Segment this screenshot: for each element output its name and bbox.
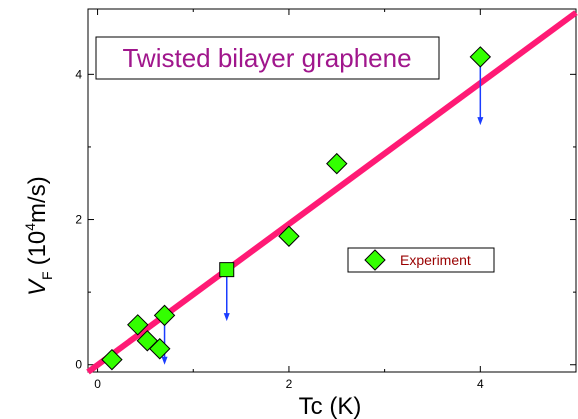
arrow-head	[161, 356, 168, 365]
data-point	[101, 348, 123, 371]
data-point	[149, 338, 171, 360]
legend-label: Experiment	[400, 252, 471, 268]
data-point	[469, 46, 492, 68]
data-point	[278, 225, 300, 247]
y-label-sup: 4	[22, 223, 38, 231]
legend: Experiment	[347, 247, 495, 273]
data-point	[153, 304, 176, 327]
title-frame	[95, 36, 440, 80]
x-tick-label: 0	[94, 377, 101, 391]
y-label-main: V	[24, 278, 51, 296]
x-tick-label: 4	[477, 377, 484, 391]
title-box: Twisted bilayer graphene	[95, 36, 440, 80]
arrow-head	[477, 117, 484, 126]
y-label-rest: m/s)	[24, 176, 51, 223]
data-point-square	[219, 262, 235, 278]
y-axis-label: VF (104m/s)	[22, 176, 55, 296]
plot-frame	[87, 8, 577, 373]
y-tick-label: 4	[75, 67, 82, 81]
data-point	[326, 152, 348, 175]
arrow-head	[223, 313, 230, 322]
legend-marker	[364, 249, 386, 271]
plot-area: 0 2 4 0 2 4	[75, 8, 578, 391]
data-point	[127, 314, 149, 336]
y-label-open: (10	[24, 231, 51, 266]
y-label-sub: F	[39, 271, 55, 280]
y-tick-label: 0	[75, 358, 82, 372]
y-tick-label: 2	[75, 213, 82, 227]
x-tick-label: 2	[286, 377, 293, 391]
chart-title: Twisted bilayer graphene	[122, 43, 411, 73]
x-axis-label: Tc (K)	[299, 393, 362, 419]
